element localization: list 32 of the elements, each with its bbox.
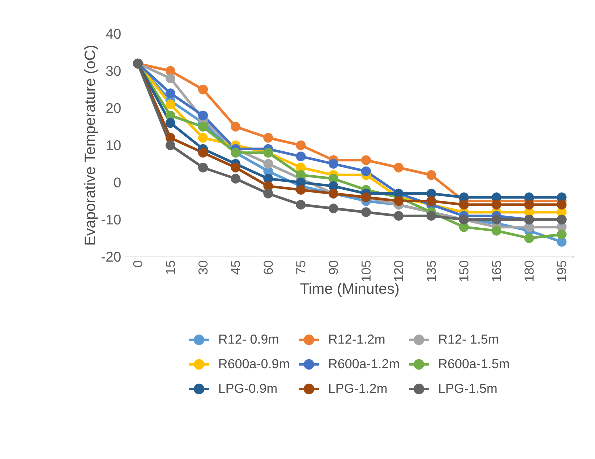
y-tick-label: 0 [114, 178, 121, 188]
x-tick-label: 90 [329, 261, 338, 274]
legend-label: R600a-1.2m [330, 359, 400, 369]
x-tick-label: 180 [524, 261, 534, 282]
y-tick-label: -20 [102, 252, 121, 262]
legend-label: LPG-0.9m [220, 384, 277, 394]
x-axis-title: Time (Minutes) [300, 283, 399, 298]
legend-label: LPG-1.2m [330, 384, 387, 394]
y-tick-label: 40 [106, 29, 121, 39]
x-tick-label: 60 [264, 261, 274, 274]
y-axis-title: Evaporative Temperature (oC) [84, 46, 98, 245]
y-tick-label: -10 [102, 214, 121, 225]
legend-label: R600a-1.5m [439, 359, 510, 369]
x-tick-label: 45 [231, 261, 240, 275]
legend-label: R12- 0.9m [220, 334, 278, 344]
x-tick-label: 75 [296, 261, 306, 274]
x-tick-label: 30 [198, 261, 208, 274]
x-tick-label: 105 [362, 261, 371, 282]
x-tick-label: 135 [426, 261, 436, 282]
legend-label: R12- 1.5m [439, 334, 498, 344]
legend-label: R600a-0.9m [220, 359, 290, 369]
x-tick-label: 165 [492, 261, 502, 282]
x-tick-label: 120 [394, 261, 404, 282]
x-tick-label: 0 [133, 261, 143, 268]
x-tick-label: 15 [166, 261, 176, 274]
x-tick-label: 195 [557, 261, 567, 282]
legend-label: LPG-1.5m [439, 384, 497, 394]
x-tick-label: 150 [460, 261, 469, 282]
legend-label: R12-1.2m [330, 334, 385, 344]
y-tick-label: 20 [106, 103, 121, 114]
y-tick-label: 30 [106, 66, 121, 76]
y-tick-label: 10 [106, 140, 121, 150]
